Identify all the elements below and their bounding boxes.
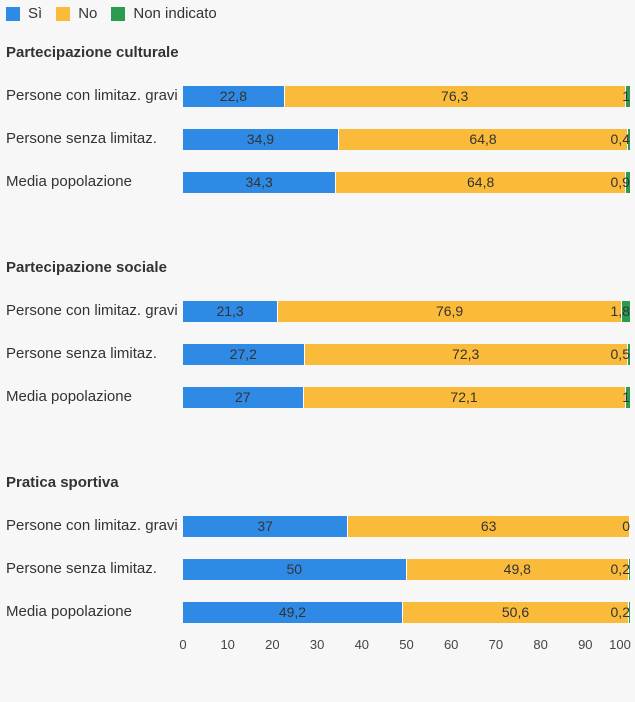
- row-label: Persone senza limitaz.: [6, 130, 157, 147]
- bar-segment[interactable]: 21,3: [183, 301, 279, 322]
- bar-row: 37 63 0: [183, 516, 630, 537]
- data-label: 64,8: [469, 131, 497, 147]
- row-label: Media popolazione: [6, 388, 132, 405]
- x-tick-label: 70: [488, 637, 504, 652]
- bar-segment[interactable]: 27,2: [183, 344, 305, 365]
- legend: Sì No Non indicato: [6, 5, 231, 22]
- x-tick-label: 20: [265, 637, 280, 652]
- data-label: 76,9: [435, 303, 464, 319]
- legend-label-si: Sì: [28, 5, 43, 22]
- x-tick-label: 100: [609, 637, 631, 652]
- data-label: 64,8: [467, 174, 495, 190]
- x-tick-label: 60: [443, 637, 459, 652]
- legend-label-no: No: [78, 5, 98, 22]
- data-label: 37: [257, 518, 273, 534]
- bar-segment[interactable]: 34,3: [183, 172, 337, 193]
- data-label: 72,1: [450, 389, 478, 405]
- legend-item-non-indicato[interactable]: Non indicato: [111, 5, 217, 22]
- bar-row: 22,8 76,3 1: [183, 86, 630, 107]
- data-label: 49,2: [278, 604, 307, 620]
- bar-segment[interactable]: 76,3: [284, 86, 626, 107]
- x-tick-label: 90: [578, 637, 593, 652]
- bar-row: 49,2 50,6 0,2: [183, 602, 630, 623]
- bar-row: 27,2 72,3 0,5: [183, 344, 630, 365]
- x-tick-label: 10: [220, 637, 235, 652]
- data-label: 72,3: [452, 346, 480, 362]
- data-label: 0,2: [610, 604, 630, 620]
- legend-swatch-no: [56, 6, 71, 21]
- data-label: 34,3: [245, 174, 273, 190]
- data-label: 63: [480, 518, 497, 534]
- row-label: Persone con limitaz. gravi: [6, 87, 178, 104]
- data-label: 27,2: [229, 346, 257, 362]
- group-title: Pratica sportiva: [6, 474, 119, 491]
- row-label: Media popolazione: [6, 173, 132, 190]
- bar-segment[interactable]: 50: [183, 559, 407, 580]
- bar-row: 34,9 64,8 0,4: [183, 129, 631, 150]
- bar-segment[interactable]: 49,8: [406, 559, 630, 580]
- legend-swatch-si: [6, 6, 20, 21]
- row-label: Media popolazione: [6, 603, 132, 620]
- bar-row: 34,3 64,8 0,9: [183, 172, 630, 193]
- bar-segment[interactable]: 37: [183, 516, 349, 537]
- bar-segment[interactable]: 0,4: [611, 129, 631, 150]
- x-tick-label: 80: [533, 637, 548, 652]
- bar-segment[interactable]: 0,5: [611, 344, 630, 365]
- bar-segment[interactable]: 0,9: [611, 172, 630, 193]
- data-label: 0,4: [610, 131, 631, 147]
- data-label: 0,5: [610, 346, 630, 362]
- row-label: Persone con limitaz. gravi: [6, 517, 178, 534]
- bar-segment[interactable]: 63: [348, 516, 630, 537]
- data-label: 27: [234, 389, 251, 405]
- bar-segment[interactable]: 72,1: [303, 387, 626, 408]
- x-tick-label: 30: [309, 637, 325, 652]
- bar-segment[interactable]: 64,8: [338, 129, 629, 150]
- bar-segment[interactable]: 64,8: [336, 172, 626, 193]
- bar-segment[interactable]: 1: [622, 86, 630, 107]
- data-label: 50: [286, 561, 303, 577]
- legend-swatch-non-indicato: [111, 6, 126, 21]
- bar-segment[interactable]: 72,3: [304, 344, 628, 365]
- row-label: Persone con limitaz. gravi: [6, 302, 178, 319]
- bar-segment[interactable]: 49,2: [183, 602, 403, 623]
- bar-segment[interactable]: 76,9: [278, 301, 622, 322]
- bar-segment[interactable]: 22,8: [183, 86, 285, 107]
- bar-row: 21,3 76,9 1,8: [183, 301, 630, 322]
- bar-segment[interactable]: 34,9: [183, 129, 339, 150]
- bar-segment[interactable]: 1,8: [611, 301, 630, 322]
- bar-segment[interactable]: 1: [622, 387, 630, 408]
- bar-row: 50 49,8 0,2: [183, 559, 630, 580]
- bar-row: 27 72,1 1: [183, 387, 630, 408]
- bar-segment[interactable]: 0,2: [611, 559, 630, 580]
- bar-segment[interactable]: 50,6: [402, 602, 630, 623]
- row-label: Persone senza limitaz.: [6, 560, 157, 577]
- group-title: Partecipazione sociale: [6, 259, 167, 276]
- x-tick-label: 0: [179, 637, 187, 652]
- data-label: 21,3: [216, 303, 244, 319]
- data-label: 1: [622, 389, 630, 405]
- row-label: Persone senza limitaz.: [6, 345, 157, 362]
- data-label: 50,6: [501, 604, 530, 620]
- legend-label-non-indicato: Non indicato: [133, 5, 217, 22]
- data-label: 34,9: [246, 131, 275, 147]
- data-label: 49,8: [503, 561, 531, 577]
- data-label: 0: [622, 518, 630, 534]
- x-tick-label: 40: [354, 637, 370, 652]
- data-label: 0,2: [610, 561, 630, 577]
- data-label: 1,8: [610, 303, 630, 319]
- data-label: 1: [622, 88, 630, 104]
- data-label: 76,3: [441, 88, 469, 104]
- bar-segment[interactable]: 27: [183, 387, 304, 408]
- data-label: 0,9: [610, 174, 630, 190]
- x-tick-label: 50: [399, 637, 414, 652]
- data-label: 22,8: [219, 88, 248, 104]
- group-title: Partecipazione culturale: [6, 44, 179, 61]
- legend-item-si[interactable]: Sì: [6, 5, 42, 22]
- legend-item-no[interactable]: No: [56, 5, 97, 22]
- bar-segment[interactable]: 0,2: [611, 602, 630, 623]
